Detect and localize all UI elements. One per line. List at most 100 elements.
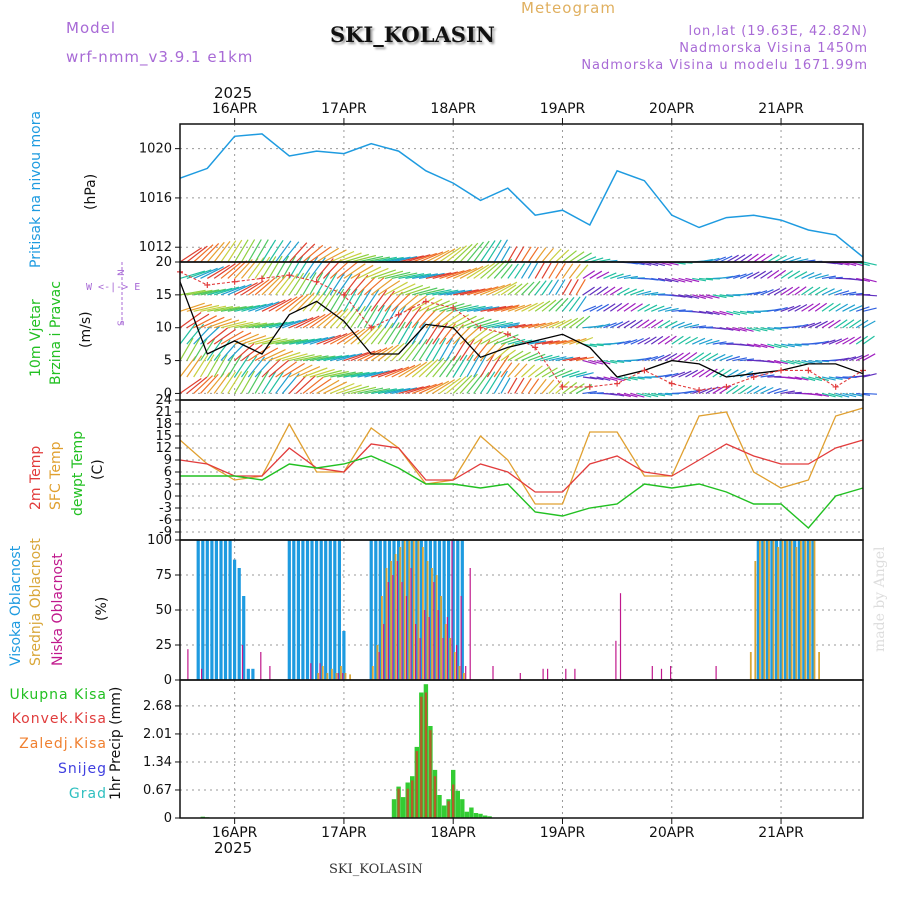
wind-arrow: [787, 376, 802, 381]
wind-arrow: [794, 323, 809, 329]
wind-arrow: [582, 305, 597, 312]
wind-arrow: [753, 343, 768, 349]
precip-total-bar: [400, 797, 406, 818]
wind-arrow: [842, 336, 855, 345]
wind-arrow: [418, 272, 445, 280]
wind-arrow: [330, 382, 355, 394]
wind-arrow: [282, 362, 305, 378]
wind-arrow: [261, 338, 288, 345]
wind-arrow: [377, 388, 404, 395]
wind-arrow: [466, 354, 481, 378]
wind-arrow: [520, 377, 532, 394]
wind-arrow: [815, 274, 829, 280]
wind-arrow: [630, 303, 643, 312]
wind-arrow: [541, 340, 560, 345]
y-tick-label: 0: [164, 811, 172, 826]
wind-arrow: [657, 319, 671, 329]
precip-total-bar: [482, 815, 488, 818]
wind-arrow: [193, 304, 220, 312]
wind-arrow: [815, 392, 830, 397]
wind-arrow: [200, 266, 224, 279]
wind-arrow: [521, 323, 540, 329]
wind-arrow: [439, 289, 466, 296]
wind-arrow: [521, 302, 538, 312]
wind-arrow: [323, 309, 343, 329]
cloud-high-bar: [342, 631, 346, 680]
cloud-low-bar: [342, 673, 344, 680]
y-tick-label: 75: [155, 568, 172, 583]
cloud-mid-bar: [449, 638, 452, 680]
cloud-low-bar: [428, 617, 430, 680]
wind-arrow: [555, 279, 566, 296]
wind-arrow: [746, 253, 759, 263]
wind-arrow: [254, 239, 269, 263]
wind-arrow: [364, 277, 385, 296]
wind-arrow: [445, 355, 462, 378]
wind-arrow: [302, 337, 329, 345]
cloud-high-bar: [251, 668, 255, 680]
wind-arrow: [329, 260, 350, 279]
wind-arrow: [862, 277, 877, 283]
cloud-high-bar: [324, 540, 328, 680]
cloud-high-bar: [797, 540, 801, 680]
wind-arrow: [562, 297, 575, 312]
wind-arrow: [193, 315, 217, 329]
wind-arrow: [719, 255, 733, 263]
cloud-high-bar: [242, 596, 246, 680]
wind-arrow: [364, 256, 391, 263]
wind-arrow: [719, 327, 734, 331]
wind-arrow: [220, 261, 242, 279]
wind-arrow: [425, 380, 450, 394]
wind-arrow: [302, 367, 328, 378]
wind-arrow: [452, 267, 478, 279]
wind-arrow: [678, 336, 691, 345]
wind-arrow: [575, 296, 587, 312]
cloud-unit-label: (%): [94, 596, 110, 621]
cloud-mid-bar: [422, 547, 424, 680]
wind-arrow: [377, 322, 394, 345]
wind-arrow: [548, 368, 566, 378]
cloud-mid-bar: [749, 652, 752, 680]
cloud-mid-bar: [390, 561, 392, 680]
wind-arrow: [808, 392, 823, 397]
cloud-mid-bar: [463, 673, 465, 680]
temp-unit-label: (C): [90, 459, 106, 480]
cloud-low-bar: [619, 593, 622, 680]
wind-arrow: [220, 306, 247, 312]
wind-arrow: [760, 359, 775, 364]
y-tick-label: 18: [155, 417, 172, 432]
wind-arrow: [275, 255, 290, 279]
wind-arrow: [569, 371, 587, 378]
wind-arrow: [247, 345, 271, 362]
wind-arrow: [589, 343, 604, 347]
wind-arrow: [398, 386, 424, 395]
y-tick-label: 2.68: [143, 699, 172, 714]
wind-arrow: [555, 339, 574, 345]
wind-arrow: [507, 350, 524, 362]
wind-arrow: [698, 310, 713, 315]
cloud-low-bar: [410, 568, 412, 680]
y-tick-label: 1020: [139, 142, 172, 157]
wind-arrow: [275, 296, 298, 312]
wind-arrow: [452, 325, 472, 345]
precip-total-bar: [391, 799, 397, 818]
wind-arrow: [316, 334, 342, 345]
wind-arrow: [589, 304, 603, 312]
cloud-low-bar: [241, 645, 244, 680]
precip-unit-label: 1hr Precip (mm): [108, 686, 124, 800]
year-top-label: 2025: [214, 84, 253, 102]
cloud-high-bar: [328, 540, 332, 680]
wind-arrow: [254, 357, 274, 378]
wind-arrow: [289, 364, 313, 378]
wind-arrow: [821, 288, 835, 296]
wind-arrow: [657, 306, 672, 312]
wind-arrow: [336, 288, 351, 312]
wind-arrow: [698, 352, 712, 362]
wind-arrow: [240, 239, 256, 263]
wind-arrow: [473, 262, 496, 279]
wind-arrow: [650, 335, 664, 345]
wind-arrow: [644, 304, 658, 312]
wind-arrow: [801, 322, 815, 329]
wind-arrow: [780, 305, 795, 312]
wind-arrow: [275, 351, 301, 362]
